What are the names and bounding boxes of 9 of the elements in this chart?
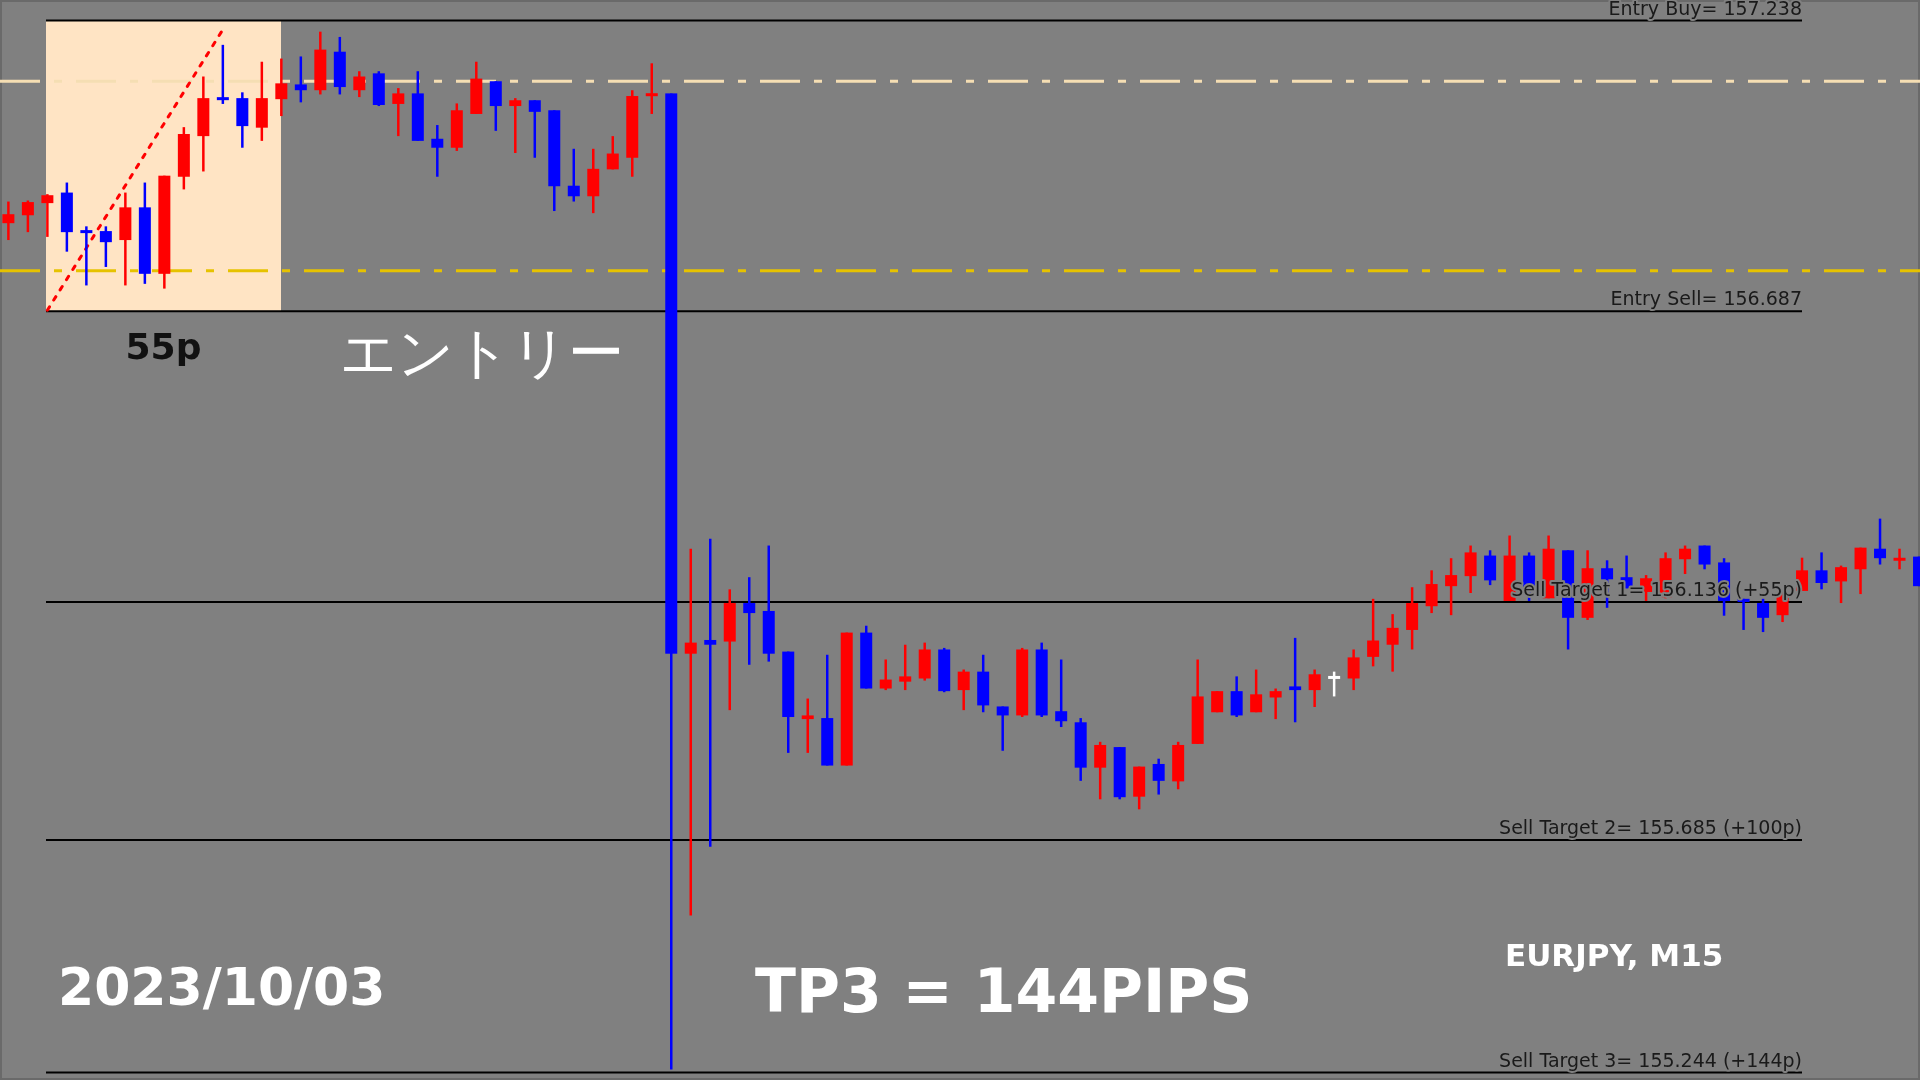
ref-line-label: Sell Target 2= 155.685 (+100p) <box>1499 815 1802 838</box>
ref-line-label: Sell Target 3= 155.244 (+144p) <box>1499 1048 1802 1071</box>
annotation: TP3 = 144PIPS <box>755 956 1253 1026</box>
annotation: エントリー <box>340 320 624 385</box>
ref-line-label: Entry Buy= 157.238 <box>1608 0 1802 19</box>
band-label: 55p <box>125 326 202 368</box>
annotation: EURJPY, M15 <box>1505 937 1724 973</box>
ref-line-label: Entry Sell= 156.687 <box>1610 287 1802 310</box>
annotation: 2023/10/03 <box>58 957 386 1017</box>
